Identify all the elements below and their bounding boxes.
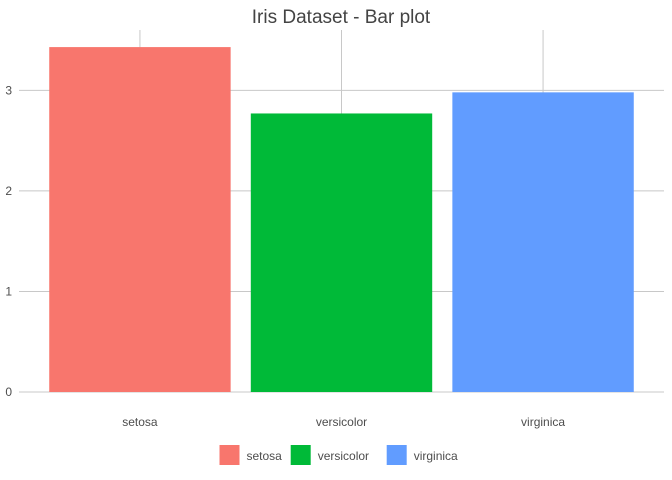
x-tick-label: virginica bbox=[521, 415, 565, 429]
bars bbox=[49, 47, 634, 392]
legend-swatch bbox=[219, 445, 240, 465]
x-tick-label: versicolor bbox=[316, 415, 367, 429]
legend-swatch bbox=[386, 445, 407, 465]
legend-item-setosa: setosa bbox=[219, 445, 283, 465]
x-axis-tick-labels: setosa versicolor virginica bbox=[122, 415, 565, 429]
y-tick-label: 0 bbox=[5, 385, 12, 399]
y-tick-label: 3 bbox=[5, 83, 12, 97]
y-axis-tick-labels: 0 1 2 3 bbox=[5, 83, 12, 399]
chart-title: Iris Dataset - Bar plot bbox=[252, 7, 431, 28]
legend-item-virginica: virginica bbox=[386, 445, 458, 465]
bar-versicolor bbox=[250, 113, 433, 392]
y-tick-label: 1 bbox=[5, 284, 12, 298]
y-tick-label: 2 bbox=[5, 184, 12, 198]
legend-label: setosa bbox=[247, 449, 283, 463]
bar-virginica bbox=[452, 92, 634, 392]
legend-label: versicolor bbox=[318, 449, 369, 463]
legend-label: virginica bbox=[414, 449, 458, 463]
legend-swatch bbox=[290, 445, 311, 465]
bar-setosa bbox=[49, 47, 231, 392]
legend-item-versicolor: versicolor bbox=[290, 445, 369, 465]
x-tick-label: setosa bbox=[122, 415, 158, 429]
legend: setosa versicolor virginica bbox=[219, 445, 458, 465]
